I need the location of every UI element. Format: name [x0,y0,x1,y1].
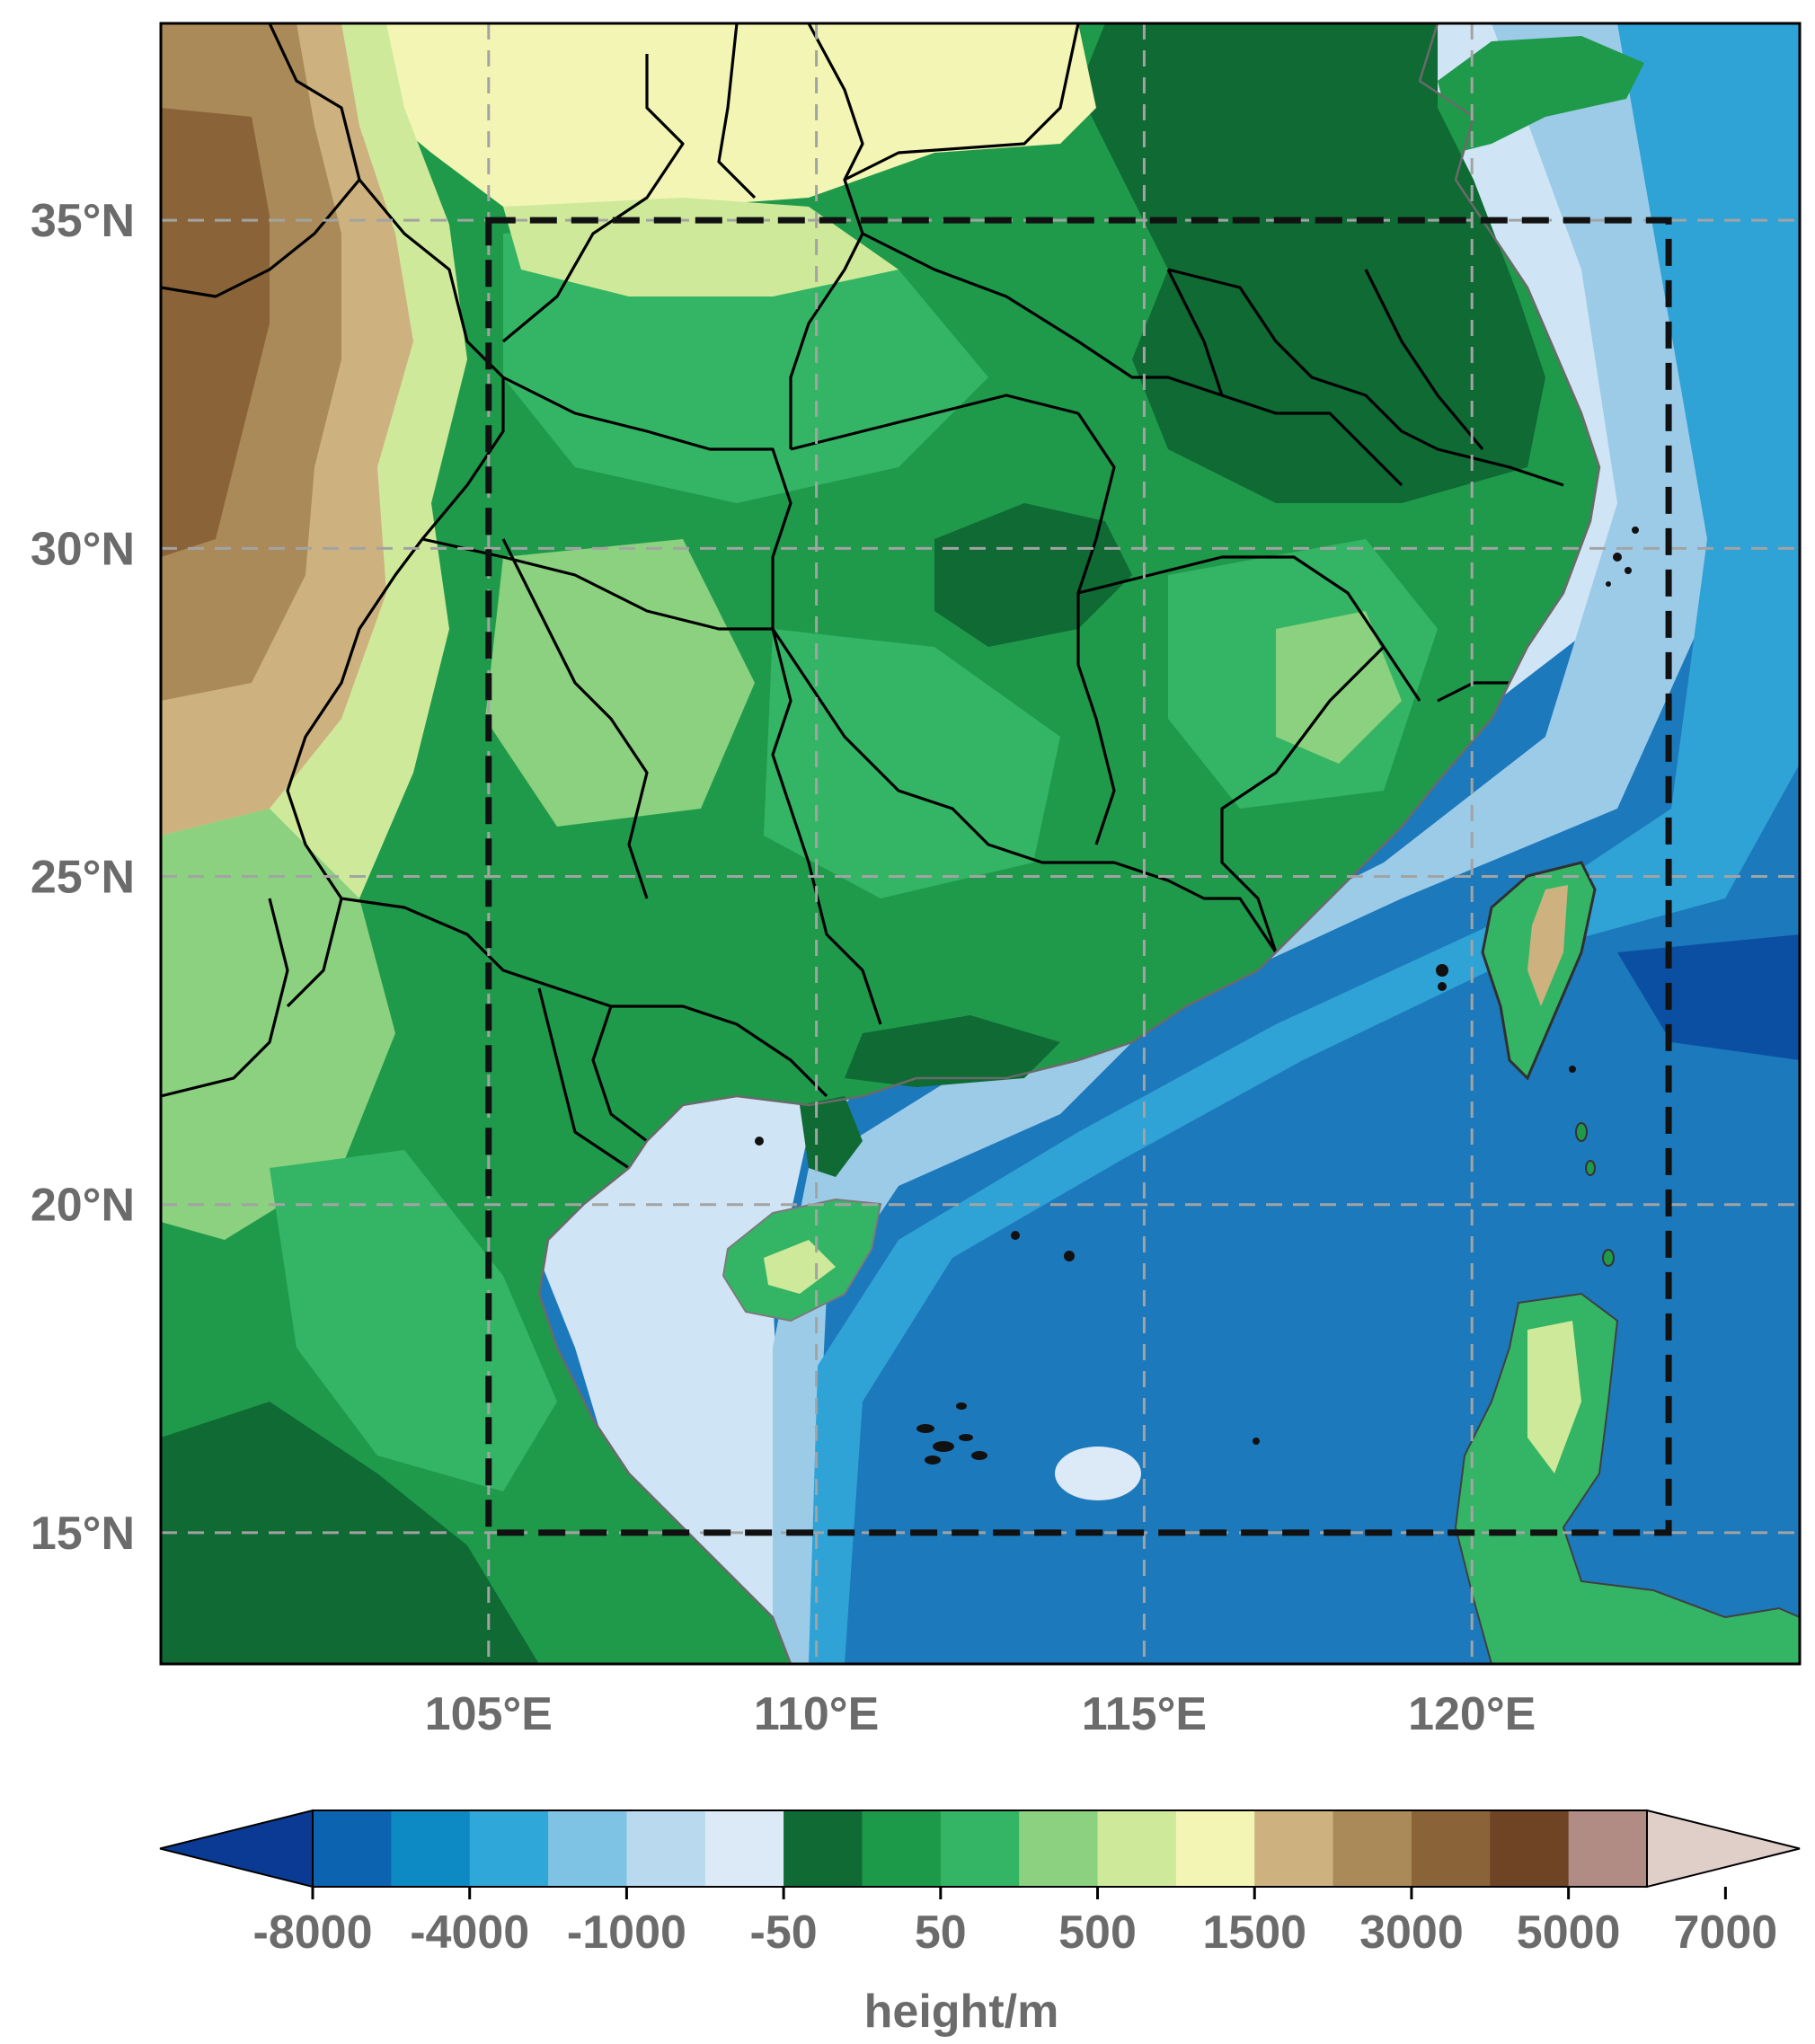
ocean-trench [1617,934,1800,1060]
shandong-peninsula [1438,36,1644,153]
colorbar-swatch [1332,1810,1412,1887]
coastline [537,23,1601,1664]
colorbar-swatch [1411,1810,1491,1887]
indochina-hills [270,1150,557,1491]
colorbar-swatch [1175,1810,1255,1887]
hainan-highland [764,1240,836,1294]
taiwan-mountains [1527,885,1568,1006]
study-domain-box [485,217,1672,1536]
colorbar-swatch [1568,1810,1648,1887]
paracel-islands [916,1402,987,1464]
minor-islands [755,964,1576,1445]
luzon-highland [1527,1321,1581,1473]
colorbar-tick-label: 7000 [1674,1907,1778,1959]
lon-tick-label: 110°E [754,1688,879,1740]
colorbar-tick-label: 50 [915,1907,967,1959]
colorbar-swatch [1019,1810,1099,1887]
central-lowland [934,503,1132,647]
colorbar-swatch [391,1810,471,1887]
colorbar-tick-label: -50 [750,1907,818,1959]
colorbar: -8000 -4000 -1000 -50 50 500 1500 3000 5000 7000 [159,1809,1801,1959]
colorbar-swatch [1097,1810,1177,1887]
colorbar-tick-label: 5000 [1517,1907,1621,1959]
loess-plateau [359,23,1096,225]
longitude-tick-labels: 105°E 110°E 115°E 120°E [425,1688,1536,1740]
lat-tick-label: 25°N [31,852,135,904]
lon-tick-label: 120°E [1408,1688,1536,1740]
colorbar-label: height/m [864,1986,1059,2038]
colorbar-tick-label: 500 [1058,1907,1137,1959]
colorbar-tick-label: -4000 [410,1907,529,1959]
colorbar-tick-label: 3000 [1359,1907,1464,1959]
colorbar-swatch [626,1810,706,1887]
colorbar-swatch [1254,1810,1334,1887]
batanes-islands [1575,1122,1615,1267]
hills-pale-2 [1276,611,1402,764]
lon-tick-label: 115°E [1082,1688,1207,1740]
colorbar-swatch [784,1810,863,1887]
colorbar-tick-label: 1500 [1202,1907,1306,1959]
map-plot-area [161,23,1800,1664]
lon-tick-label: 105°E [425,1688,553,1740]
lat-tick-label: 35°N [31,195,135,247]
pearl-delta-lowland [845,1015,1060,1087]
map-frame [159,22,1802,1666]
colorbar-frame [312,1810,1648,1888]
ocean-mid [809,23,1800,1664]
colorbar-swatch [862,1810,942,1887]
hills-pale [485,539,755,827]
colorbar-swatch [469,1810,549,1887]
colorbar-extend-low [159,1809,314,1889]
latitude-tick-labels: 35°N 30°N 25°N 20°N 15°N [31,195,135,1560]
zhoushan-islands [1606,526,1639,587]
gridlines [161,23,1800,1664]
lat-tick-label: 15°N [31,1508,135,1560]
lat-tick-label: 30°N [31,523,135,575]
colorbar-swatch [313,1810,392,1887]
lat-tick-label: 20°N [31,1180,135,1232]
shoal [1055,1447,1141,1500]
colorbar-swatch [1490,1810,1570,1887]
hills-light-2 [764,629,1060,898]
colorbar-tick-label: -1000 [567,1907,686,1959]
colorbar-tick-label: -8000 [253,1907,373,1959]
colorbar-extend-high [1646,1809,1801,1889]
colorbar-swatch [940,1810,1020,1887]
colorbar-swatch [704,1810,784,1887]
colorbar-swatch [548,1810,627,1887]
